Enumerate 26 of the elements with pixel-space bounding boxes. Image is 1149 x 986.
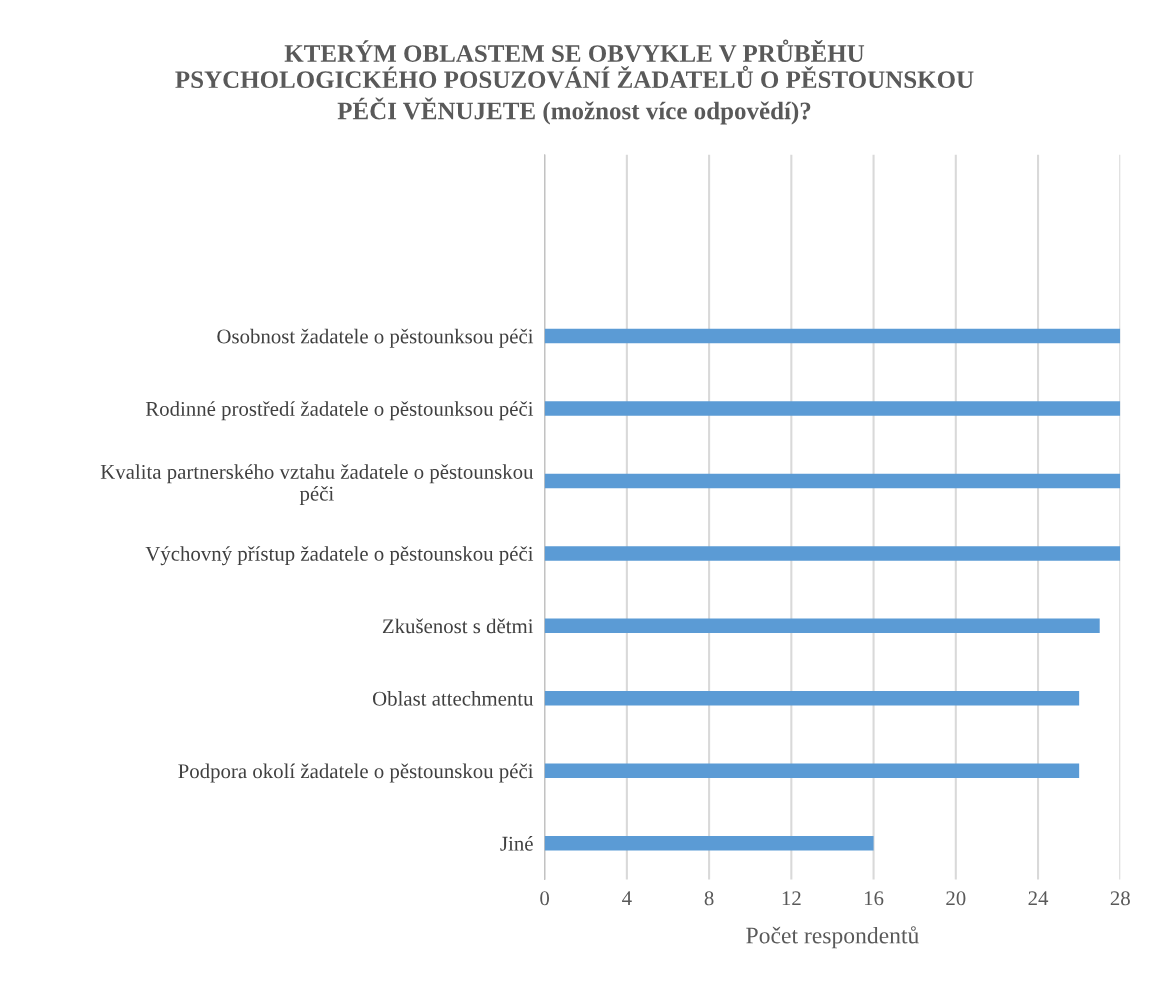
bar [544,836,874,851]
x-axis-title: Počet respondentů [746,926,919,949]
y-tick-label: Oblast attechmentu [372,691,534,706]
bar [544,763,1080,779]
x-tick-label: 16 [864,891,884,906]
bar [544,473,1121,489]
y-tick-label: Osobnost žadatele o pěstounksou péči [217,328,534,348]
bar [544,691,1080,706]
y-tick-label: Podpora okolí žadatele o pěstounskou péči [178,763,534,783]
bar [544,328,1121,344]
bar [544,618,1100,634]
y-tick-label: Rodinné prostředí žadatele o pěstounksou péči [145,401,534,421]
y-tick-label: Kvalita partnerského vztahu žadatele o pěstounskou péči [100,464,534,505]
x-tick-label: 0 [540,891,550,906]
y-tick-label: Jiné [500,836,533,851]
x-tick-label: 20 [946,891,966,906]
x-tick-label: 8 [704,891,714,906]
y-tick-label: Výchovný přístup žadatele o pěstounskou péči [145,546,534,566]
x-tick-label: 12 [782,891,801,906]
bar [544,401,1121,416]
x-tick-label: 24 [1028,891,1049,906]
x-tick-label: 28 [1110,891,1130,906]
y-tick-label: Zkušenost s dětmi [382,618,534,634]
x-tick-label: 4 [622,891,632,906]
bar [544,546,1121,561]
chart-title: KTERÝM OBLASTEM SE OBVYKLE V PRŮBĚHU PSYCHOLOGICKÉHO POSUZOVÁNÍ ŽADATELŮ O PĚSTOUNSKOU PÉČI VĚNUJETE (možnost více odpovědí)? [175,39,974,125]
